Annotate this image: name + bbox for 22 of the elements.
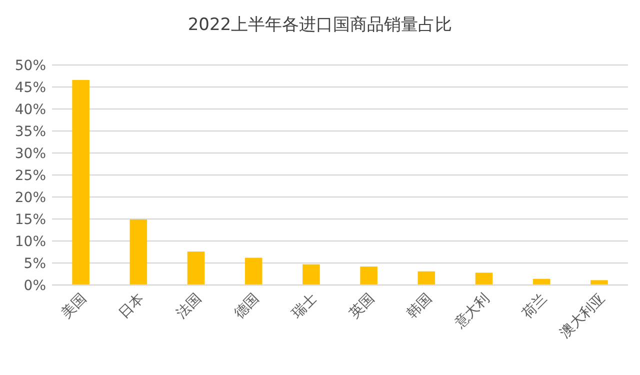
y-tick-label: 25% [14, 168, 46, 184]
y-tick-label: 15% [14, 212, 46, 228]
x-tick-label: 法国 [174, 290, 205, 322]
y-tick-label: 35% [14, 124, 46, 140]
x-tick-label: 荷兰 [519, 290, 550, 322]
x-tick-label: 美国 [58, 290, 90, 322]
y-tick-label: 5% [24, 256, 46, 272]
x-tick-label: 日本 [116, 290, 148, 322]
x-tick-label: 瑞士 [288, 290, 320, 322]
x-tick-label: 德国 [231, 290, 262, 322]
x-tick-label: 韩国 [404, 290, 436, 322]
y-tick-label: 40% [14, 102, 46, 118]
y-tick-label: 20% [14, 190, 46, 206]
x-tick-label: 澳大利亚 [557, 290, 608, 342]
x-tick-label: 英国 [346, 290, 378, 322]
title: 2022上半年各进口国商品销量占比 [188, 15, 452, 35]
y-tick-label: 45% [14, 80, 46, 96]
y-tick-label: 50% [14, 58, 46, 74]
y-tick-label: 30% [14, 146, 46, 162]
x-tick-label: 意大利 [451, 290, 493, 332]
y-tick-label: 0% [24, 278, 46, 294]
y-tick-label: 10% [14, 234, 46, 250]
